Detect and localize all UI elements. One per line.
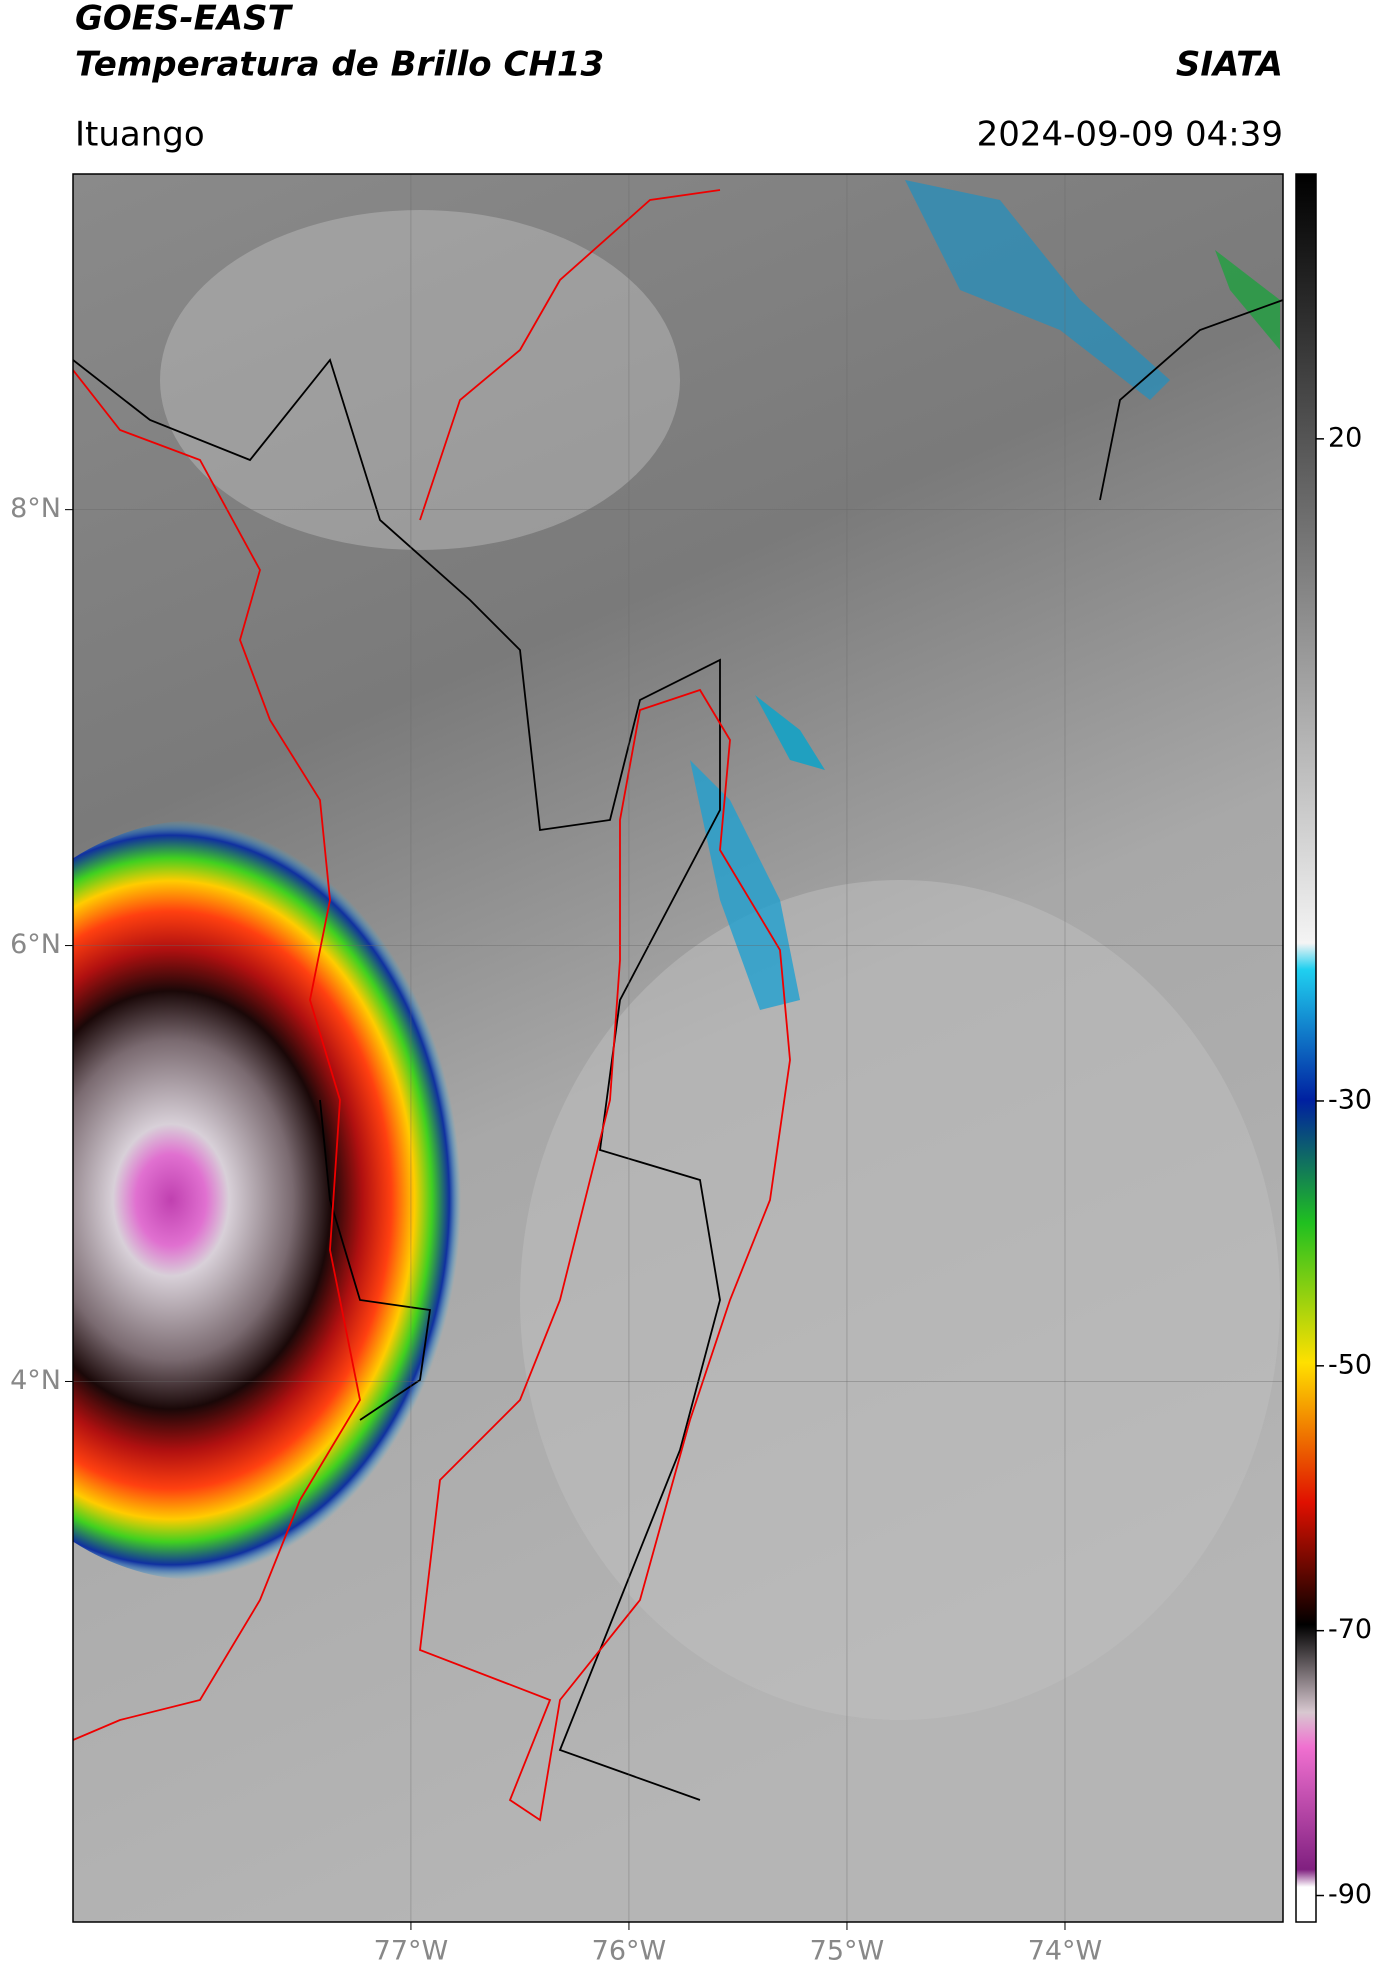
colorbar <box>1295 173 1317 1923</box>
storm-cell <box>73 820 490 1580</box>
x-tick-label: 74°W <box>1028 1936 1103 1967</box>
y-tick-label: 8°N <box>10 493 61 524</box>
graticule <box>73 174 1283 1922</box>
cloud <box>520 880 1280 1720</box>
colorbar-tick-label: 20 <box>1328 422 1362 453</box>
title: GOES-EAST <box>75 0 294 39</box>
coastline <box>73 189 721 1741</box>
map-frame <box>72 173 1284 1923</box>
colorbar-tick-label: -70 <box>1328 1614 1372 1645</box>
x-tick-label: 77°W <box>374 1936 449 1967</box>
boundary <box>73 299 1283 1801</box>
satellite-image <box>73 174 1283 1922</box>
colorbar-tick-label: -50 <box>1328 1349 1372 1380</box>
x-tick-label: 76°W <box>592 1936 667 1967</box>
watershed-boundary <box>419 688 791 1822</box>
colorbar-tick-label: -90 <box>1328 1879 1372 1910</box>
cloud-top <box>905 180 1170 400</box>
subtitle: Temperatura de Brillo CH13 <box>75 45 604 85</box>
colorbar-tick-label: -30 <box>1328 1084 1372 1115</box>
y-tick-label: 4°N <box>10 1365 61 1396</box>
y-tick-label: 6°N <box>10 929 61 960</box>
brand: SIATA <box>1176 45 1283 85</box>
x-tick-label: 75°W <box>810 1936 885 1967</box>
cloud-top <box>1215 250 1280 350</box>
location: Ituango <box>75 115 205 155</box>
cloud <box>160 210 680 550</box>
cloud-top <box>690 760 800 1010</box>
cloud-top <box>755 695 825 770</box>
timestamp: 2024-09-09 04:39 <box>977 115 1283 155</box>
